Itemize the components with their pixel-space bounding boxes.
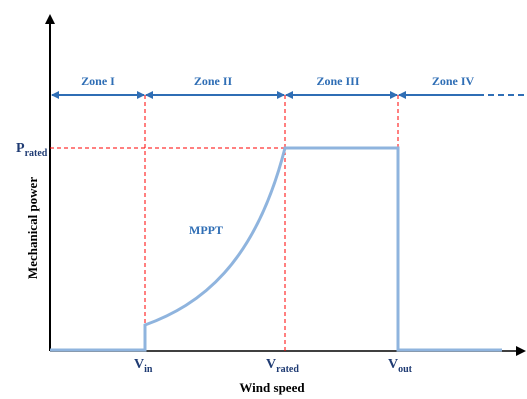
v-rated-label: Vrated (266, 357, 299, 375)
v-out-label: Vout (388, 357, 413, 375)
x-axis-title: Wind speed (239, 380, 305, 395)
v-in-label: Vin (134, 357, 153, 375)
power-curve (50, 146, 502, 352)
mppt-label: MPPT (189, 223, 223, 237)
zone-label-2: Zone II (194, 74, 233, 88)
zone-label-3: Zone III (316, 74, 359, 88)
zone-label-4: Zone IV (432, 74, 475, 88)
zone-label-1: Zone I (81, 74, 115, 88)
p-rated-label: Prated (16, 141, 48, 159)
y-axis-title: Mechanical power (25, 177, 40, 279)
